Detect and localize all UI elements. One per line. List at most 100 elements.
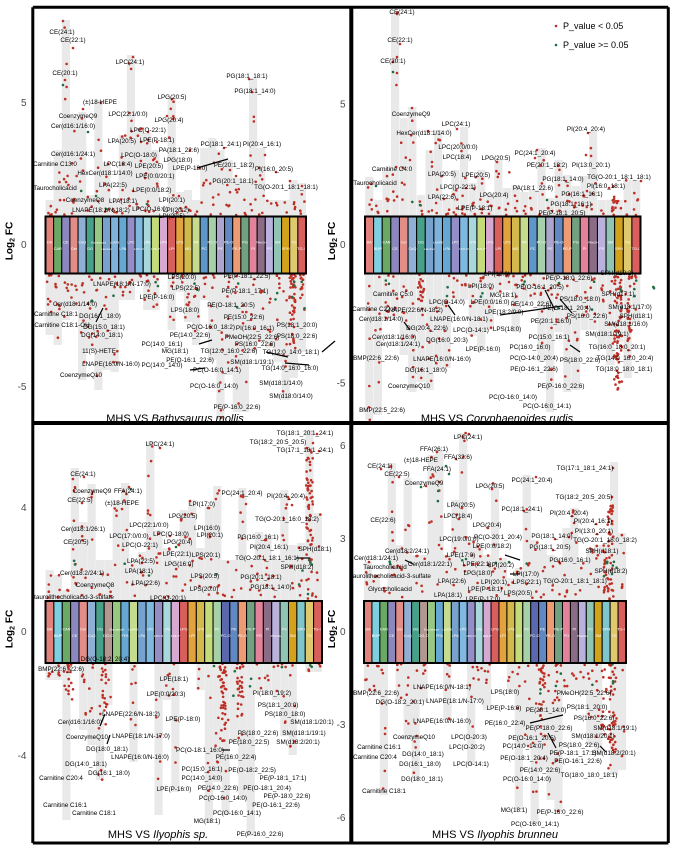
svg-text:LPI(20:2): LPI(20:2): [488, 562, 514, 569]
svg-text:LPG: LPG: [486, 240, 494, 245]
svg-text:BMP(22:6_22:6): BMP(22:6_22:6): [353, 355, 399, 362]
svg-text:CE: CE: [392, 246, 398, 251]
svg-text:0: 0: [21, 627, 27, 638]
svg-text:LPG(20:4): LPG(20:4): [472, 522, 501, 529]
svg-text:-5: -5: [18, 382, 27, 393]
svg-text:LPE: LPE: [475, 627, 483, 632]
svg-text:LPG: LPG: [180, 627, 188, 632]
svg-text:PE(P-18:1_17:1): PE(P-18:1_17:1): [222, 288, 269, 295]
svg-text:CE(24:1): CE(24:1): [389, 9, 414, 16]
svg-text:TG: TG: [611, 633, 616, 638]
svg-text:Carnitine C18:1-OH: Carnitine C18:1-OH: [34, 322, 90, 329]
svg-text:LPA: LPA: [138, 633, 145, 638]
svg-text:PS(18:0_22:6): PS(18:0_22:6): [559, 742, 600, 749]
svg-text:taurolithocholicacid-3-sulfate: taurolithocholicacid-3-sulfate: [351, 573, 431, 580]
svg-text:PE(14:0_22:6): PE(14:0_22:6): [198, 785, 239, 792]
svg-text:LPS(20:0): LPS(20:0): [190, 586, 218, 593]
svg-text:LPC: LPC: [452, 240, 460, 245]
svg-text:TG-O: TG-O: [297, 246, 307, 251]
svg-text:Cer(d16:1/24:1): Cer(d16:1/24:1): [51, 151, 95, 158]
svg-text:LPE(0:0/20:3): LPE(0:0/20:3): [147, 691, 186, 698]
svg-text:CE(22:1): CE(22:1): [60, 37, 85, 44]
svg-text:-6: -6: [337, 813, 346, 824]
svg-text:PS(18:1_20:0): PS(18:1_20:0): [567, 704, 608, 711]
svg-text:Eicosanoid: Eicosanoid: [91, 241, 106, 245]
svg-text:LPG(16:0): LPG(16:0): [164, 561, 193, 568]
svg-text:PE(O-16:1_20:5): PE(O-16:1_20:5): [516, 284, 564, 291]
svg-text:LNAPE(16:0/N-16:0): LNAPE(16:0/N-16:0): [413, 356, 471, 363]
svg-text:SM: SM: [607, 240, 613, 245]
svg-text:LPC(O-14:1): LPC(O-14:1): [453, 327, 489, 334]
svg-text:PE-O: PE-O: [546, 633, 556, 638]
svg-text:Eicosanoid: Eicosanoid: [109, 628, 124, 632]
svg-text:MG(18:1): MG(18:1): [194, 818, 221, 825]
svg-text:PA(18:1_22.6): PA(18:1_22.6): [513, 185, 553, 192]
svg-text:CE: CE: [72, 633, 78, 638]
svg-text:LPE: LPE: [144, 240, 152, 245]
svg-text:Cer: Cer: [397, 627, 404, 632]
svg-text:PA: PA: [522, 240, 527, 245]
svg-text:LNAPE(22:6/N-18:2): LNAPE(22:6/N-18:2): [385, 307, 443, 314]
svg-text:PC(24:1_20:4): PC(24:1_20:4): [512, 477, 553, 484]
svg-text:PC(O-16:0_14:1): PC(O-16:0_14:1): [523, 403, 571, 410]
svg-text:CoenzymeQ10: CoenzymeQ10: [66, 734, 108, 741]
svg-text:PI(20:4_20:4): PI(20:4_20:4): [267, 493, 305, 500]
svg-text:PC-O: PC-O: [537, 240, 547, 245]
svg-text:PE(P-18:1_22:5): PE(P-18:1_22:5): [224, 273, 271, 280]
svg-text:PE: PE: [540, 627, 546, 632]
svg-text:PI: PI: [573, 627, 577, 632]
svg-text:LPG(20:5): LPG(20:5): [481, 155, 510, 162]
svg-text:TG(14:0_16:0_16:0): TG(14:0_16:0_16:0): [262, 365, 319, 372]
svg-text:PE-P: PE-P: [232, 246, 241, 251]
svg-text:PE(P-16:0_22:6): PE(P-16:0_22:6): [214, 404, 261, 411]
svg-text:PC(O-16:0_18:2): PC(O-16:0_18:2): [187, 324, 235, 331]
svg-text:LPC(19:0/0:0): LPC(19:0/0:0): [439, 536, 478, 543]
svg-text:PS: PS: [282, 627, 288, 632]
svg-text:DG(16:0_20:3): DG(16:0_20:3): [426, 337, 468, 344]
svg-text:DG(18:0_18:1): DG(18:0_18:1): [401, 776, 443, 783]
svg-text:PG(18:1_14:0): PG(18:1_14:0): [250, 584, 291, 591]
svg-text:PI: PI: [251, 246, 255, 251]
svg-text:LPS(20:1): LPS(20:1): [192, 552, 220, 559]
svg-text:SM(d18:1/16:0): SM(d18:1/16:0): [604, 321, 647, 328]
svg-text:Cer(d18:2/24:1): Cer(d18:2/24:1): [385, 548, 429, 555]
svg-text:DG(16:1_18:0): DG(16:1_18:0): [399, 761, 441, 768]
svg-text:LPA(18:1): LPA(18:1): [434, 592, 462, 599]
svg-text:DG(20:4_22:6): DG(20:4_22:6): [406, 325, 448, 332]
svg-text:PC(15:0_16:1): PC(15:0_16:1): [529, 334, 570, 341]
svg-text:PE(15:0_22:6): PE(15:0_22:6): [224, 314, 265, 321]
svg-text:LPS(18:0): LPS(18:0): [491, 689, 519, 696]
svg-text:-4: -4: [18, 751, 27, 762]
svg-text:CE(24:1): CE(24:1): [49, 29, 74, 36]
svg-text:Carnitine C18:1: Carnitine C18:1: [362, 788, 406, 795]
svg-text:Carnitine C18:1: Carnitine C18:1: [72, 810, 116, 817]
svg-text:(±)18-HEPE: (±)18-HEPE: [83, 99, 117, 106]
svg-text:CoQ: CoQ: [408, 246, 416, 251]
svg-text:Cer: Cer: [401, 240, 408, 245]
svg-text:CoenzymeQ9: CoenzymeQ9: [59, 113, 98, 120]
svg-text:PE-P: PE-P: [563, 246, 572, 251]
svg-text:PI(20:4_16:1): PI(20:4_16:1): [243, 141, 281, 148]
svg-text:DA: DA: [47, 240, 53, 245]
svg-text:LNAPE: LNAPE: [433, 241, 443, 245]
svg-text:PC(14:0_16:1): PC(14:0_16:1): [142, 341, 183, 348]
svg-text:LPC: LPC: [127, 240, 135, 245]
svg-text:PC(15:0_16:1): PC(15:0_16:1): [182, 766, 223, 773]
svg-text:CAR: CAR: [382, 240, 390, 245]
svg-text:TG(18:1_20:1_24:1): TG(18:1_20:1_24:1): [277, 430, 334, 437]
svg-text:5: 5: [340, 100, 346, 111]
svg-text:SPH(d17:1): SPH(d17:1): [602, 291, 635, 298]
svg-text:SPH(d18:1): SPH(d18:1): [620, 313, 653, 320]
svg-text:MG: MG: [513, 246, 519, 251]
svg-text:PE(P-18:1_17:1): PE(P-18:1_17:1): [260, 775, 307, 782]
svg-text:LPI(19:0): LPI(19:0): [484, 271, 510, 278]
svg-text:LPE(22:1): LPE(22:1): [163, 551, 191, 558]
svg-text:LNAPE: LNAPE: [442, 628, 452, 632]
svg-text:DG: DG: [413, 627, 419, 632]
svg-text:LPE(18:2/0:0): LPE(18:2/0:0): [485, 309, 524, 316]
svg-text:TG(12:0_16:0_22:6): TG(12:0_16:0_22:6): [201, 348, 258, 355]
svg-text:SPH: SPH: [282, 246, 290, 251]
svg-text:LPE(P-16:0): LPE(P-16:0): [487, 705, 522, 712]
svg-text:PI(16:0_18:1): PI(16:0_18:1): [587, 183, 625, 190]
svg-text:DG(14:0_18:1): DG(14:0_18:1): [402, 751, 444, 758]
